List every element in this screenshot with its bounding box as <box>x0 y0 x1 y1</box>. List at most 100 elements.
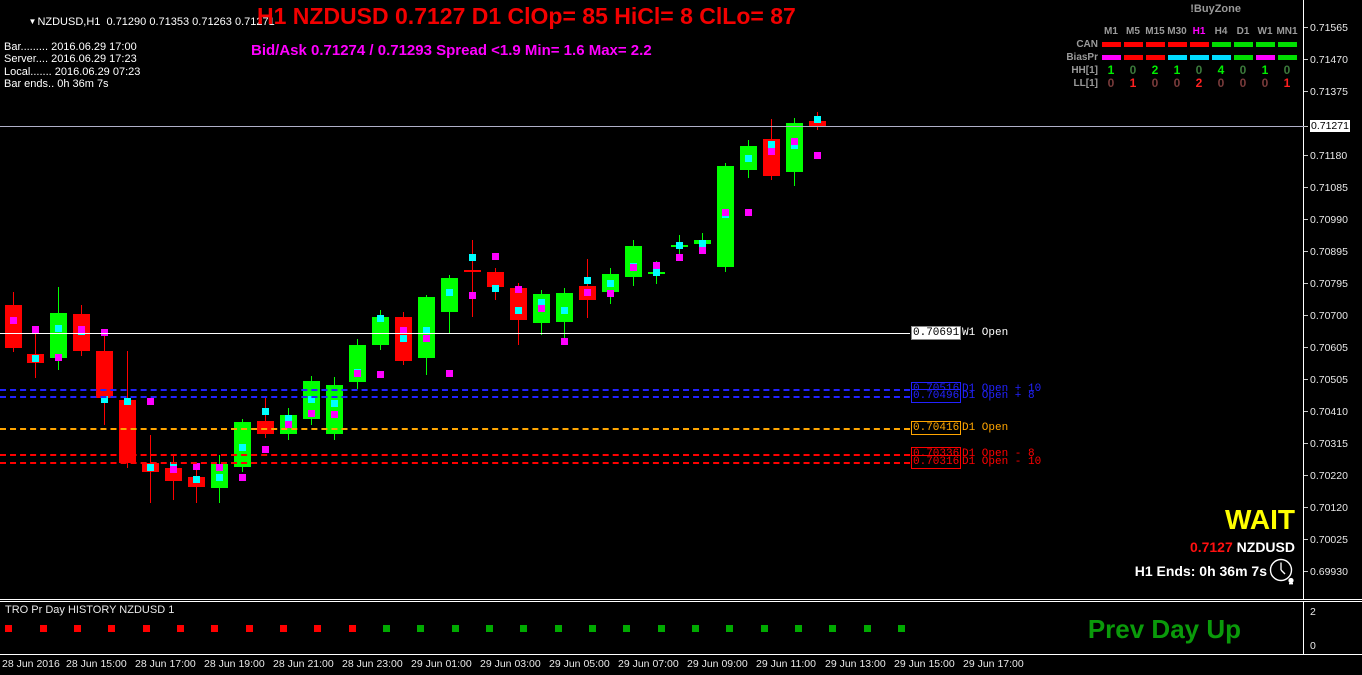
timeframe-header-m5[interactable]: M5 <box>1126 26 1140 37</box>
signal-row-label: LL[1] <box>1073 78 1098 89</box>
signal-marker <box>653 269 660 276</box>
signal-marker <box>55 325 62 332</box>
candle-body <box>50 313 67 358</box>
prev-day-dot <box>623 625 630 632</box>
signal-marker <box>377 371 384 378</box>
level-price-box[interactable]: 0.70691 <box>911 326 962 340</box>
tick-mark <box>1304 251 1308 252</box>
signal-bar <box>1233 42 1253 47</box>
signal-marker <box>653 262 660 269</box>
signal-bar <box>1101 42 1121 47</box>
signal-row-biaspr: BiasPr <box>1066 52 1300 63</box>
price-axis[interactable]: 0.71565 0.71470 0.71375 0.71271 0.71180 0.710… <box>1304 0 1362 600</box>
prev-day-dot <box>692 625 699 632</box>
current-price-readout: 0.7127 NZDUSD <box>1190 539 1295 555</box>
signal-marker <box>78 326 85 333</box>
candle-body <box>464 270 481 272</box>
timeframe-header-m30[interactable]: M30 <box>1167 26 1187 37</box>
signal-marker <box>101 329 108 336</box>
time-axis-label: 28 Jun 23:00 <box>342 658 403 670</box>
prev-day-dot <box>555 625 562 632</box>
signal-count: 2 <box>1195 76 1203 90</box>
prev-day-dot <box>108 625 115 632</box>
signal-count: 1 <box>1129 76 1137 90</box>
signal-marker <box>745 209 752 216</box>
indicator-subwindow[interactable]: TRO Pr Day HISTORY NZDUSD 1 Prev Day Up <box>0 601 1304 655</box>
price-tick: 0.70895 <box>1304 246 1362 258</box>
timeframe-header-h4[interactable]: H4 <box>1214 26 1228 37</box>
price-tick: 0.70990 <box>1304 214 1362 226</box>
prev-day-dot <box>74 625 81 632</box>
signal-bar <box>1101 55 1121 60</box>
signal-bar <box>1167 55 1187 60</box>
signal-cell: 2 <box>1144 64 1166 76</box>
signal-marker <box>216 474 223 481</box>
status-badge: WAIT <box>1225 504 1295 535</box>
level-line <box>0 389 910 391</box>
signal-count: 0 <box>1107 76 1115 90</box>
prev-day-dot <box>314 625 321 632</box>
collapse-arrow-icon[interactable]: ▼ <box>28 16 37 26</box>
signal-marker <box>722 209 729 216</box>
prev-day-dot <box>486 625 493 632</box>
level-name-label: D1 Open + 10 <box>962 383 1042 395</box>
signal-marker <box>791 138 798 145</box>
level-line <box>0 462 910 464</box>
price-tick-label: 0.71180 <box>1310 150 1348 162</box>
headline-text: H1 NZDUSD 0.7127 D1 ClOp= 85 HiCl= 8 ClL… <box>257 3 796 29</box>
time-axis[interactable]: 28 Jun 2016 28 Jun 15:00 28 Jun 17:00 28 Ju… <box>0 656 1362 675</box>
candle-body <box>96 351 113 398</box>
signal-cell: 0 <box>1210 76 1232 90</box>
price-tick-label: 0.70895 <box>1310 246 1348 258</box>
signal-marker <box>538 299 545 306</box>
signal-marker <box>768 148 775 155</box>
candle-body <box>165 468 182 481</box>
signal-count: 0 <box>1217 76 1225 90</box>
signal-cell <box>1232 42 1254 47</box>
signal-marker <box>630 264 637 271</box>
level-price-box[interactable]: 0.70496 <box>911 389 962 403</box>
signal-cell: 0 <box>1100 76 1122 90</box>
tick-mark <box>1304 219 1308 220</box>
price-tick-label: 0.70410 <box>1310 406 1348 418</box>
time-axis-label: 29 Jun 11:00 <box>756 658 816 670</box>
level-price-box[interactable]: 0.70416 <box>911 421 962 435</box>
prev-day-dot <box>589 625 596 632</box>
signal-marker <box>147 398 154 405</box>
signal-bar <box>1145 55 1165 60</box>
timeframe-header-m1[interactable]: M1 <box>1104 26 1118 37</box>
signal-marker <box>584 289 591 296</box>
buyzone-label: !BuyZone <box>1190 3 1241 15</box>
timeframe-header-h1[interactable]: H1 <box>1192 26 1206 37</box>
signal-marker <box>423 327 430 334</box>
signal-cell: 1 <box>1166 64 1188 76</box>
signal-marker <box>699 247 706 254</box>
clock-icon <box>1269 558 1294 585</box>
time-axis-label: 29 Jun 03:00 <box>480 658 541 670</box>
time-axis-label: 29 Jun 13:00 <box>825 658 886 670</box>
signal-cell: 1 <box>1122 76 1144 90</box>
subwindow-tick-label: 0 <box>1310 640 1316 652</box>
signal-count: 0 <box>1173 76 1181 90</box>
candle-body <box>257 421 274 434</box>
subwindow-tick-label: 2 <box>1310 606 1316 618</box>
time-axis-label: 28 Jun 2016 <box>2 658 60 670</box>
prev-day-dot <box>40 625 47 632</box>
timeframe-header-m15[interactable]: M15 <box>1145 26 1165 37</box>
tick-mark <box>1304 155 1308 156</box>
timeframe-header-w1[interactable]: W1 <box>1257 26 1273 37</box>
prev-day-dot <box>829 625 836 632</box>
timeframe-header-mn1[interactable]: MN1 <box>1276 26 1298 37</box>
candle-body <box>5 305 22 348</box>
price-tick-label: 0.70990 <box>1310 214 1348 226</box>
time-axis-label: 29 Jun 09:00 <box>687 658 748 670</box>
price-tick-label: 0.70220 <box>1310 470 1348 482</box>
timeframe-header-d1[interactable]: D1 <box>1236 26 1250 37</box>
time-axis-label: 28 Jun 15:00 <box>66 658 127 670</box>
level-price-box[interactable]: 0.70316 <box>911 455 962 469</box>
signal-row-label: BiasPr <box>1066 52 1098 63</box>
signal-cell <box>1254 55 1276 60</box>
tick-mark <box>1304 283 1308 284</box>
signal-marker <box>331 411 338 418</box>
